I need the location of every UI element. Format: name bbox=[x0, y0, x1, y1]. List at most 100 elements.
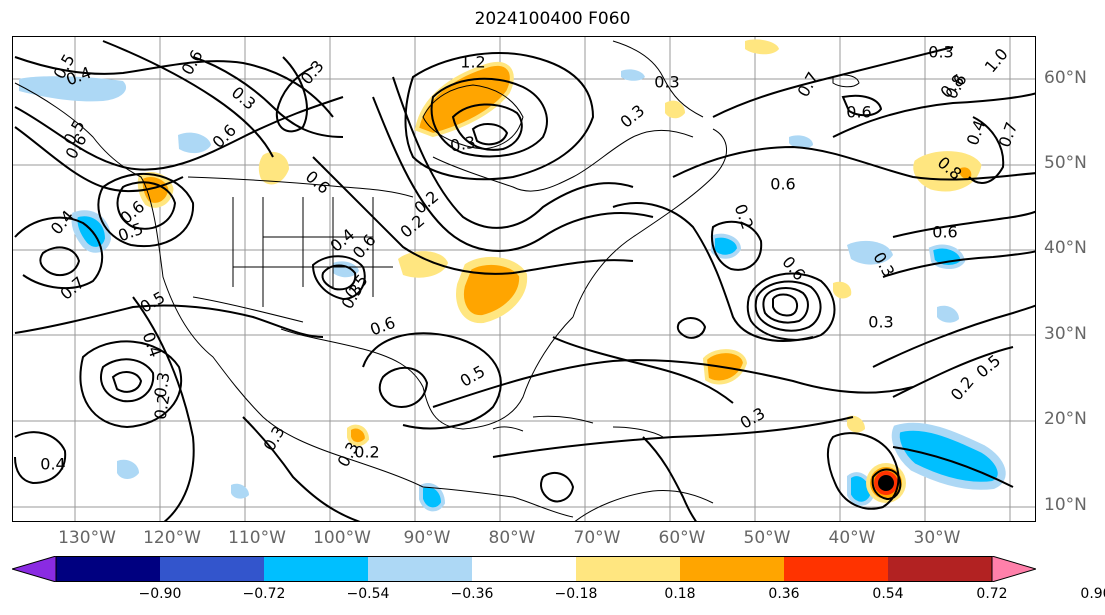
contour-line bbox=[378, 367, 429, 408]
contour-line bbox=[132, 296, 195, 521]
contour-line bbox=[14, 431, 67, 485]
contour-label: 0.5 bbox=[457, 362, 489, 391]
contour-line bbox=[672, 145, 1035, 181]
contour-label: 0.6 bbox=[178, 47, 207, 79]
contour-line bbox=[362, 332, 502, 430]
contour-label: 0.3 bbox=[228, 83, 260, 114]
contour-line bbox=[676, 317, 707, 339]
contour-label: 0.4 bbox=[139, 329, 166, 359]
colorbar-tick-label: 0.72 bbox=[976, 586, 1008, 602]
colorbar-segment bbox=[56, 556, 160, 582]
contour-line bbox=[116, 181, 177, 230]
colorbar-segment bbox=[680, 556, 784, 582]
yellow-area-mexico bbox=[347, 424, 370, 446]
longitude-label: 100°W bbox=[313, 528, 371, 548]
contour-line bbox=[111, 371, 143, 393]
contour-line bbox=[392, 76, 634, 229]
blue-area-pacific bbox=[117, 459, 139, 479]
colorbar-segment bbox=[472, 556, 576, 582]
latitude-label: 40°N bbox=[1044, 238, 1087, 258]
contour-label: 0.8 bbox=[937, 71, 968, 102]
blue-area-atlantic-mid bbox=[789, 135, 813, 149]
south-america-coast bbox=[574, 490, 714, 521]
colorbar-tick-label: −0.36 bbox=[450, 586, 494, 602]
colorbar-segment bbox=[264, 556, 368, 582]
contour-label: 0.5 bbox=[115, 219, 145, 246]
contour-label: 1.2 bbox=[460, 53, 485, 72]
contour-line bbox=[772, 293, 799, 317]
latitude-label: 60°N bbox=[1044, 68, 1087, 88]
contour-label: 0.7 bbox=[995, 119, 1022, 149]
contour-line bbox=[754, 280, 822, 332]
contour-line bbox=[882, 250, 1035, 278]
contour-label: 0.7 bbox=[794, 69, 823, 101]
contour-label: 0.2 bbox=[354, 443, 379, 462]
contour-line bbox=[492, 416, 854, 458]
colorbar-segment bbox=[888, 556, 992, 582]
colorbar-tick-label: −0.72 bbox=[242, 586, 286, 602]
contour-label: 0.3 bbox=[150, 371, 173, 399]
contour-label: 0.4 bbox=[47, 207, 78, 239]
colorbar-tick-label: −0.18 bbox=[554, 586, 598, 602]
contour-line bbox=[892, 346, 1014, 398]
colorbar-outline bbox=[55, 556, 993, 582]
colorbar-segment bbox=[576, 556, 680, 582]
coastlines-and-borders bbox=[14, 40, 860, 521]
central-america bbox=[422, 486, 574, 518]
contour-label: 0.3 bbox=[868, 313, 893, 332]
yellow-area-atlantic-ne bbox=[745, 39, 779, 55]
contour-label: 0.3 bbox=[654, 73, 679, 92]
coastline-gulf-mexico bbox=[280, 316, 574, 430]
yellow-area-east bbox=[398, 251, 448, 278]
longitude-label: 90°W bbox=[403, 528, 451, 548]
contour-line bbox=[746, 272, 836, 341]
latitude-label: 30°N bbox=[1044, 324, 1087, 344]
contour-line bbox=[552, 336, 734, 404]
caribbean-islands bbox=[492, 415, 664, 438]
contour-label: 0.3 bbox=[928, 43, 953, 62]
orange-area-hudson bbox=[414, 61, 514, 138]
contour-line bbox=[892, 210, 1035, 238]
longitude-label: 30°W bbox=[913, 528, 961, 548]
contour-line bbox=[430, 77, 548, 158]
contour-line bbox=[404, 52, 595, 181]
contour-line bbox=[612, 202, 814, 342]
contour-line bbox=[872, 304, 1035, 368]
state-lines bbox=[232, 197, 393, 307]
longitude-label: 80°W bbox=[488, 528, 536, 548]
longitude-label: 60°W bbox=[658, 528, 706, 548]
orange-spot-northeast bbox=[959, 167, 972, 179]
contour-label: 0.4 bbox=[963, 117, 990, 147]
colorbar-extend-low bbox=[12, 556, 57, 582]
blue-area-atlantic-west bbox=[711, 233, 742, 259]
contour-line bbox=[14, 216, 103, 290]
longitude-label: 50°W bbox=[743, 528, 791, 548]
contour-label: 0.6 bbox=[932, 223, 957, 242]
coastline-canada bbox=[432, 129, 694, 192]
colorbar-tick-label: −0.90 bbox=[138, 586, 182, 602]
contour-line bbox=[97, 173, 195, 248]
colorbar-tick-label: 0.36 bbox=[768, 586, 800, 602]
contour-label: 0.7 bbox=[57, 273, 89, 304]
colorbar-extend-high bbox=[991, 556, 1036, 582]
contour-line bbox=[827, 432, 900, 510]
contour-line bbox=[321, 264, 357, 291]
contour-line bbox=[79, 340, 183, 429]
yellow-area-atlantic-mid bbox=[847, 415, 865, 433]
contour-label: 0.3 bbox=[449, 132, 477, 155]
orange-area-southeast bbox=[456, 256, 528, 324]
latitude-label: 20°N bbox=[1044, 409, 1087, 429]
colorbar-tick-label: 0.18 bbox=[664, 586, 696, 602]
greenland-coast bbox=[612, 40, 704, 118]
yellow-area-labrador bbox=[665, 100, 685, 119]
colorbar-segment bbox=[368, 556, 472, 582]
contour-line bbox=[892, 446, 1014, 488]
hurricane-center-core bbox=[878, 475, 894, 491]
contour-label: 0.6 bbox=[778, 253, 809, 285]
shaded-anomaly-areas bbox=[19, 39, 1006, 512]
us-mexico-border bbox=[192, 296, 304, 323]
colorbar-segment bbox=[160, 556, 264, 582]
contour-line bbox=[14, 304, 324, 338]
contour-line bbox=[762, 287, 809, 324]
graticule bbox=[13, 37, 1035, 521]
